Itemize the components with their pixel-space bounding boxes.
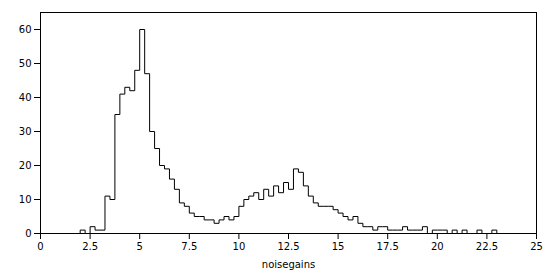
svg-text:10: 10: [19, 194, 32, 205]
svg-text:50: 50: [19, 58, 32, 69]
svg-text:0: 0: [25, 228, 31, 239]
svg-text:0: 0: [37, 241, 43, 252]
svg-text:20: 20: [431, 241, 444, 252]
svg-text:15: 15: [332, 241, 345, 252]
svg-text:2.5: 2.5: [82, 241, 98, 252]
svg-text:12.5: 12.5: [277, 241, 299, 252]
svg-text:25: 25: [530, 241, 543, 252]
svg-text:noisegains: noisegains: [262, 259, 315, 270]
svg-text:20: 20: [19, 160, 32, 171]
svg-text:5: 5: [137, 241, 143, 252]
svg-text:30: 30: [19, 126, 32, 137]
svg-text:60: 60: [19, 24, 32, 35]
svg-text:40: 40: [19, 92, 32, 103]
svg-text:10: 10: [233, 241, 246, 252]
svg-text:22.5: 22.5: [476, 241, 498, 252]
svg-text:7.5: 7.5: [181, 241, 197, 252]
svg-text:17.5: 17.5: [377, 241, 399, 252]
